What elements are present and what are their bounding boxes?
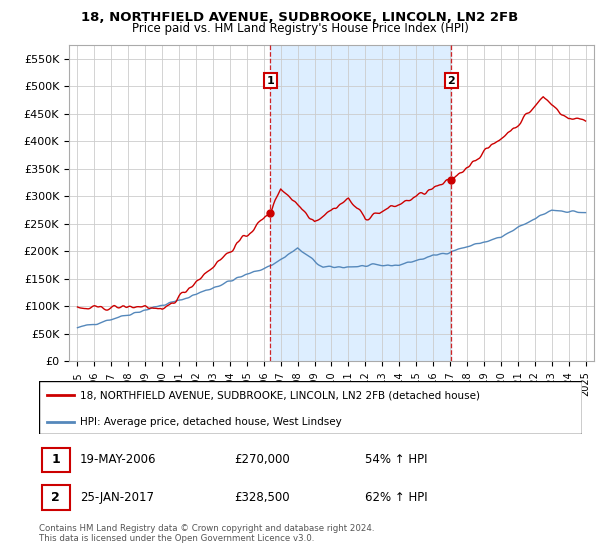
Bar bbox=[42, 486, 70, 510]
Text: 1: 1 bbox=[266, 76, 274, 86]
Text: 2: 2 bbox=[448, 76, 455, 86]
Text: 25-JAN-2017: 25-JAN-2017 bbox=[80, 491, 154, 504]
Bar bbox=[42, 447, 70, 472]
Text: 2: 2 bbox=[52, 491, 60, 504]
Text: 18, NORTHFIELD AVENUE, SUDBROOKE, LINCOLN, LN2 2FB (detached house): 18, NORTHFIELD AVENUE, SUDBROOKE, LINCOL… bbox=[80, 390, 480, 400]
Text: HPI: Average price, detached house, West Lindsey: HPI: Average price, detached house, West… bbox=[80, 417, 341, 427]
Text: Contains HM Land Registry data © Crown copyright and database right 2024.
This d: Contains HM Land Registry data © Crown c… bbox=[39, 524, 374, 543]
Text: £328,500: £328,500 bbox=[235, 491, 290, 504]
Text: Price paid vs. HM Land Registry's House Price Index (HPI): Price paid vs. HM Land Registry's House … bbox=[131, 22, 469, 35]
Text: 1: 1 bbox=[52, 453, 60, 466]
Bar bbox=[270, 45, 451, 361]
Text: £270,000: £270,000 bbox=[235, 453, 290, 466]
Text: 19-MAY-2006: 19-MAY-2006 bbox=[80, 453, 156, 466]
Text: 62% ↑ HPI: 62% ↑ HPI bbox=[365, 491, 427, 504]
Text: 18, NORTHFIELD AVENUE, SUDBROOKE, LINCOLN, LN2 2FB: 18, NORTHFIELD AVENUE, SUDBROOKE, LINCOL… bbox=[82, 11, 518, 24]
Text: 54% ↑ HPI: 54% ↑ HPI bbox=[365, 453, 427, 466]
